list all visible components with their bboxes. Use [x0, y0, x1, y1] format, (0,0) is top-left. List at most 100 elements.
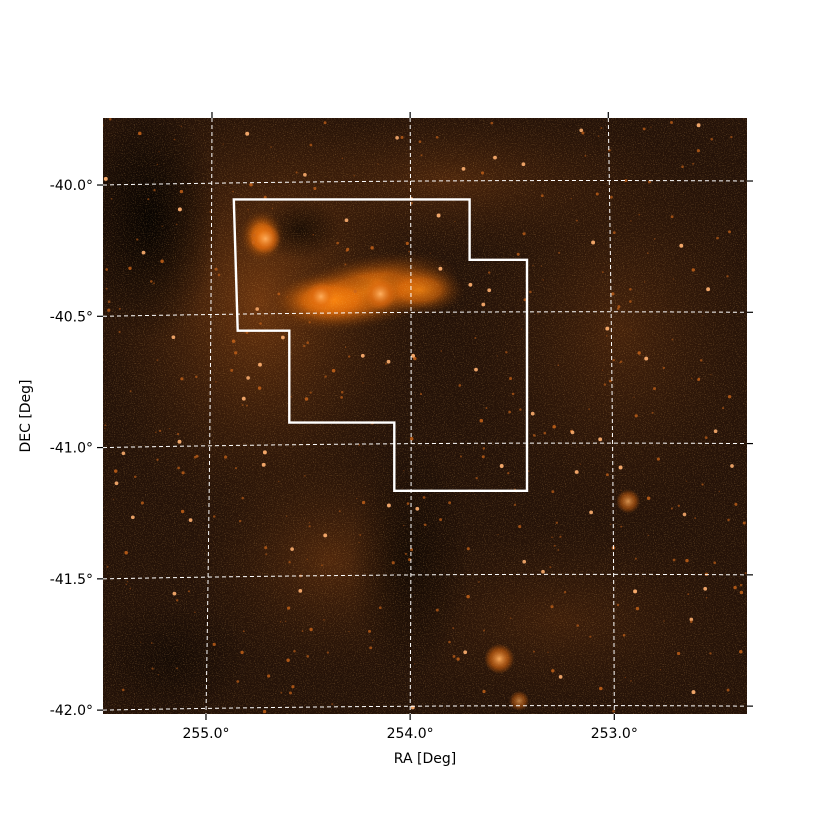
- star: [466, 594, 470, 599]
- star: [670, 215, 674, 219]
- star: [160, 259, 164, 264]
- star: [542, 279, 544, 281]
- star: [340, 396, 343, 399]
- star: [709, 652, 712, 655]
- star: [601, 271, 604, 274]
- star: [362, 382, 364, 384]
- star: [633, 396, 635, 398]
- star: [481, 455, 485, 459]
- star: [249, 182, 253, 187]
- star: [557, 549, 560, 551]
- star: [522, 232, 526, 236]
- star: [158, 151, 160, 153]
- star: [727, 395, 732, 399]
- star: [130, 515, 135, 520]
- star: [716, 236, 719, 240]
- star: [245, 404, 248, 407]
- star: [224, 455, 228, 459]
- star: [521, 162, 526, 167]
- y-axis-label: DEC [Deg]: [18, 379, 34, 452]
- star: [610, 195, 613, 199]
- star: [121, 451, 126, 456]
- y-tick-label-1: -40.5°: [50, 309, 93, 325]
- plot-area: [103, 118, 747, 714]
- star: [629, 300, 632, 303]
- star: [482, 629, 486, 632]
- star: [530, 411, 535, 416]
- star: [681, 165, 684, 169]
- star: [576, 624, 579, 627]
- star: [156, 458, 159, 461]
- star: [523, 298, 527, 302]
- star: [408, 558, 412, 562]
- star: [153, 189, 156, 192]
- bright-source-2: [306, 282, 336, 312]
- star: [415, 506, 420, 511]
- star: [734, 502, 738, 506]
- star: [406, 502, 410, 505]
- star: [107, 308, 111, 312]
- star: [439, 518, 443, 522]
- star: [265, 553, 268, 556]
- y-tick-labels: -40.0° -40.5° -41.0° -41.5° -42.0°: [50, 178, 93, 719]
- star: [742, 521, 746, 525]
- star: [646, 496, 651, 500]
- star: [395, 135, 399, 140]
- star: [559, 535, 562, 538]
- star: [252, 233, 256, 237]
- grid-line-ra-2: [607, 117, 615, 715]
- star: [279, 620, 282, 623]
- bright-source-5: [509, 690, 530, 711]
- star: [651, 411, 654, 414]
- star: [213, 515, 216, 518]
- star: [303, 475, 306, 477]
- star: [345, 249, 348, 252]
- star: [264, 546, 268, 550]
- star: [620, 489, 622, 492]
- star: [435, 135, 439, 139]
- star: [529, 290, 532, 294]
- star: [540, 194, 544, 198]
- star: [133, 475, 137, 479]
- star: [259, 322, 262, 325]
- star: [647, 180, 651, 184]
- star: [703, 586, 708, 591]
- star: [242, 630, 245, 633]
- star: [591, 240, 596, 245]
- star: [739, 590, 744, 595]
- star: [270, 146, 272, 148]
- star: [195, 375, 198, 379]
- star: [106, 565, 109, 568]
- star: [358, 542, 360, 544]
- star: [212, 642, 216, 646]
- y-tick-label-0: -40.0°: [50, 178, 93, 194]
- star: [630, 220, 632, 222]
- star: [240, 650, 244, 655]
- star: [290, 547, 294, 551]
- star: [378, 606, 382, 610]
- star: [420, 154, 423, 157]
- star: [589, 510, 593, 515]
- star: [448, 501, 452, 505]
- star: [413, 356, 417, 361]
- star: [588, 408, 590, 410]
- star: [670, 121, 673, 124]
- y-tick-label-2: -41.0°: [50, 441, 93, 457]
- star: [532, 434, 536, 437]
- star: [215, 381, 217, 383]
- star: [303, 344, 306, 348]
- star: [230, 368, 234, 372]
- star: [236, 680, 240, 683]
- star: [550, 605, 554, 609]
- star: [386, 503, 391, 508]
- star: [409, 548, 414, 552]
- star: [726, 688, 730, 692]
- star: [177, 439, 182, 444]
- star: [480, 171, 485, 175]
- star: [440, 350, 443, 352]
- star: [172, 591, 177, 596]
- star: [241, 496, 244, 500]
- star: [456, 657, 460, 661]
- star: [570, 430, 575, 435]
